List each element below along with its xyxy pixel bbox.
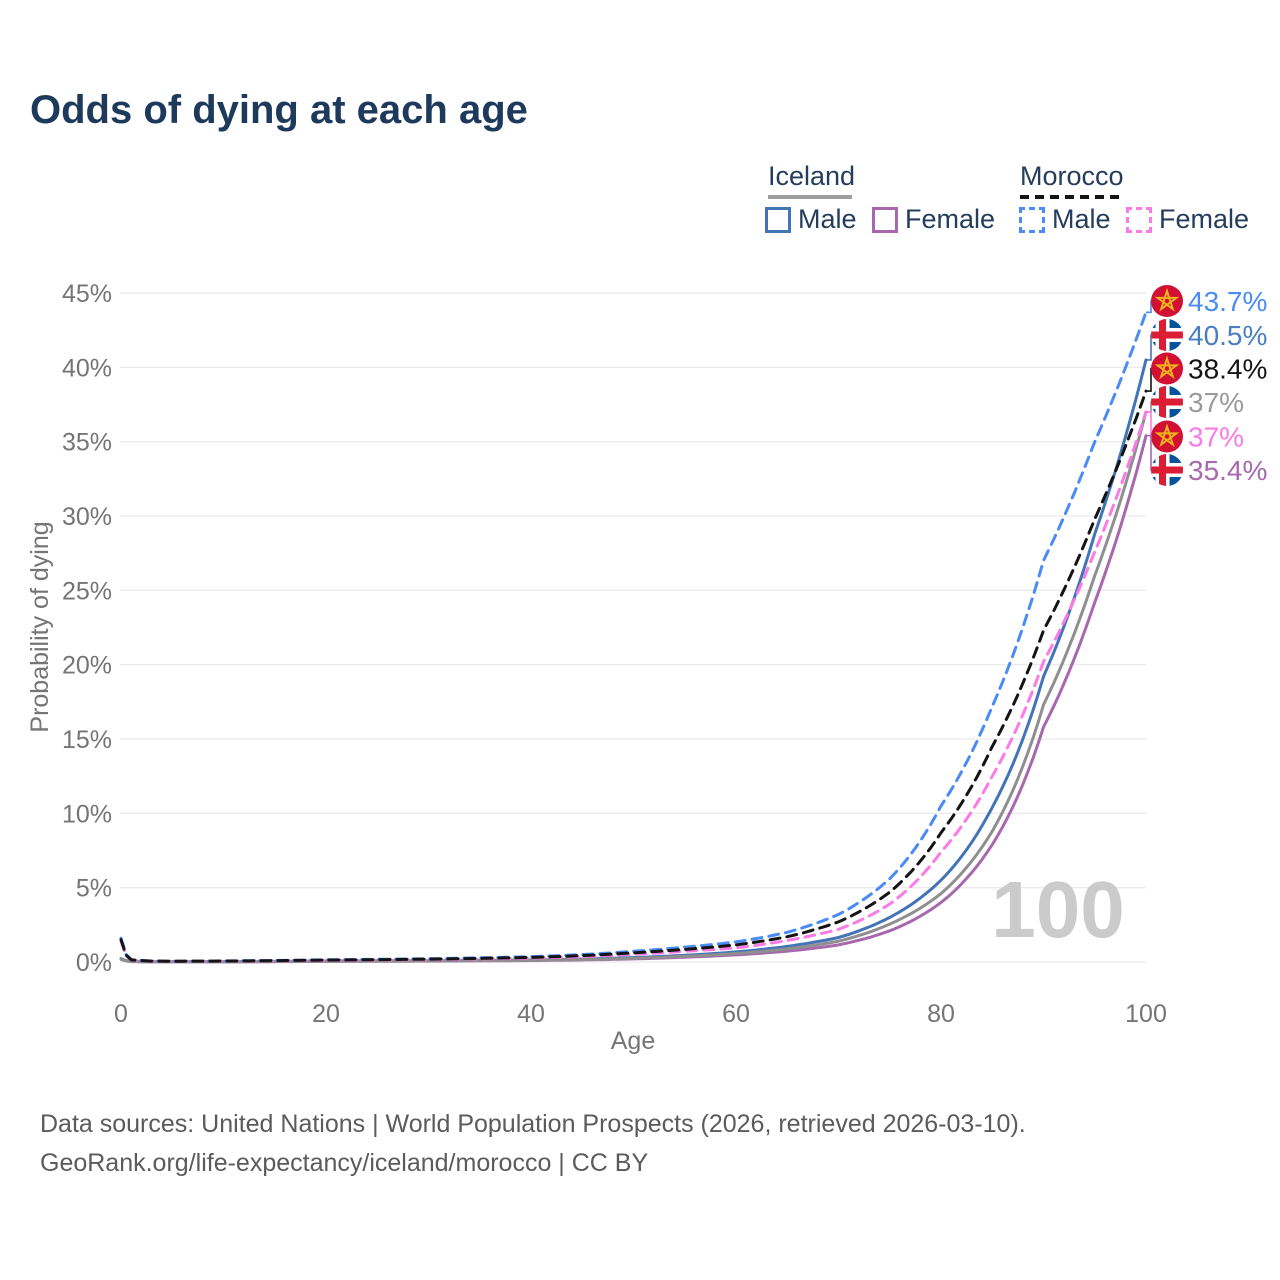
y-axis-tick-label: 5% xyxy=(76,875,112,903)
hovered-age-watermark: 100 xyxy=(991,865,1124,954)
morocco-male-swatch-icon xyxy=(1019,206,1045,233)
morocco-star-icon xyxy=(1154,287,1180,312)
legend-item-iceland-male[interactable]: Male xyxy=(765,204,857,235)
attribution-line: GeoRank.org/life-expectancy/iceland/moro… xyxy=(40,1149,649,1177)
y-axis-tick-label: 35% xyxy=(62,429,112,457)
legend-group-iceland: Iceland xyxy=(768,161,856,191)
series-line-morocco-both[interactable] xyxy=(119,389,1148,963)
iceland-flag-icon xyxy=(1151,454,1183,486)
morocco-flag-icon xyxy=(1151,420,1183,453)
iceland-male-swatch-icon xyxy=(765,206,791,233)
legend-item-morocco-male[interactable]: Male xyxy=(1019,204,1111,235)
y-axis-tick-label: 20% xyxy=(62,652,112,680)
x-axis-tick-label: 40 xyxy=(517,1000,545,1028)
series-line-morocco-female[interactable] xyxy=(119,410,1148,963)
legend-item-iceland-female[interactable]: Female xyxy=(872,204,995,235)
legend-label: Female xyxy=(1159,204,1250,234)
end-value-label: 43.7% xyxy=(1188,286,1267,317)
morocco-female-swatch-icon xyxy=(1126,206,1152,233)
y-axis-title: Probability of dying xyxy=(26,521,54,732)
series-line-iceland-both[interactable] xyxy=(119,410,1148,964)
data-source-line: Data sources: United Nations | World Pop… xyxy=(40,1110,1026,1138)
morocco-flag-icon xyxy=(1151,352,1183,385)
x-axis-tick-label: 60 xyxy=(722,1000,750,1028)
legend-group-morocco: Morocco xyxy=(1020,161,1124,191)
x-axis-tick-label: 80 xyxy=(927,1000,955,1028)
legend-label: Male xyxy=(1052,204,1111,234)
x-axis-tick-label: 20 xyxy=(312,1000,340,1028)
iceland-female-swatch-icon xyxy=(872,206,898,233)
x-axis-title: Age xyxy=(611,1027,655,1055)
y-axis-tick-label: 0% xyxy=(76,949,112,977)
end-value-label: 37% xyxy=(1188,422,1244,453)
legend-label: Female xyxy=(905,204,996,234)
end-value-label: 35.4% xyxy=(1188,455,1267,486)
iceland-flag-icon xyxy=(1151,386,1183,418)
legend-label: Male xyxy=(798,204,857,234)
end-value-label: 38.4% xyxy=(1188,354,1267,385)
legend-underline-morocco xyxy=(1020,195,1124,199)
page-title: Odds of dying at each age xyxy=(30,88,528,132)
footer: Data sources: United Nations | World Pop… xyxy=(40,1105,1026,1183)
morocco-star-icon xyxy=(1154,423,1180,448)
x-axis-tick-label: 0 xyxy=(114,1000,128,1028)
morocco-flag-icon xyxy=(1151,285,1183,317)
y-axis-tick-label: 25% xyxy=(62,577,112,605)
y-axis-tick-label: 40% xyxy=(62,354,112,382)
end-value-label: 37% xyxy=(1188,387,1244,418)
morocco-star-icon xyxy=(1154,355,1180,380)
y-axis-tick-label: 10% xyxy=(62,800,112,828)
y-axis-tick-label: 15% xyxy=(62,726,112,754)
y-axis-tick-label: 45% xyxy=(62,280,112,308)
legend-item-morocco-female[interactable]: Female xyxy=(1126,204,1249,235)
series-line-morocco-male[interactable] xyxy=(119,310,1148,963)
y-axis-tick-label: 30% xyxy=(62,503,112,531)
legend-underline-iceland xyxy=(768,195,852,199)
iceland-flag-icon xyxy=(1151,319,1183,351)
end-value-label: 40.5% xyxy=(1188,320,1267,351)
x-axis-tick-label: 100 xyxy=(1125,1000,1167,1028)
